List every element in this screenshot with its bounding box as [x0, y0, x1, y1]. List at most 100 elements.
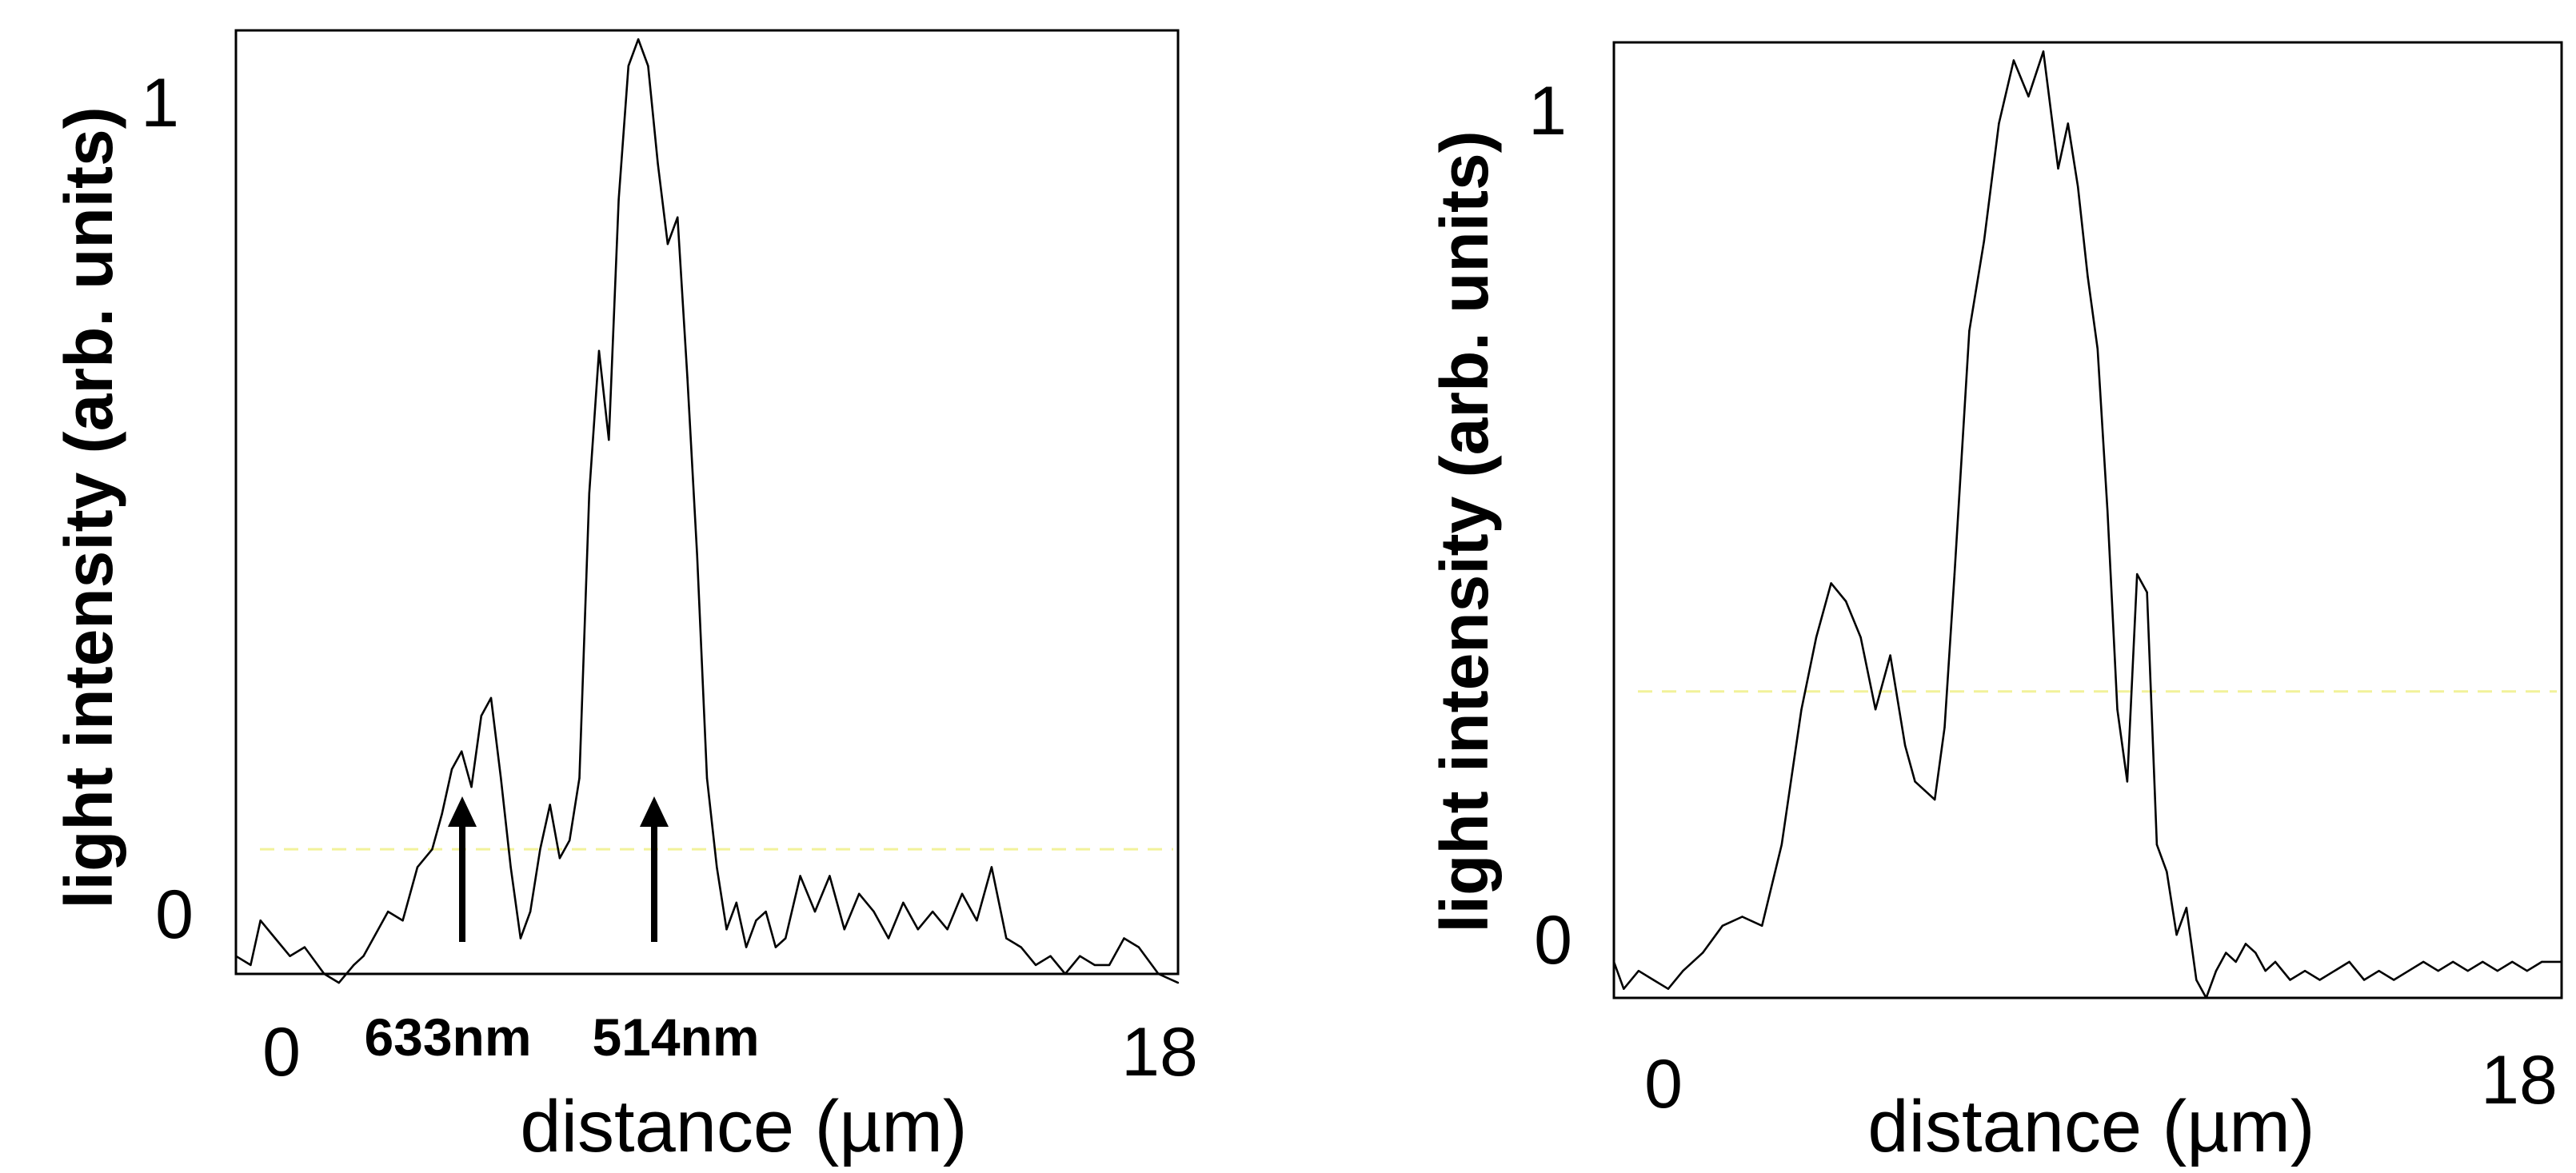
data-point [2274, 960, 2277, 964]
data-point [2205, 996, 2207, 999]
data-point [353, 964, 355, 967]
data-point [1983, 239, 1986, 242]
data-point [932, 910, 934, 913]
data-point [1034, 964, 1037, 967]
data-point [1623, 987, 1625, 990]
data-point [2175, 933, 2178, 936]
data-point [401, 920, 404, 922]
left-panel: 1 0 0 18 distance (µm) light intensity (… [51, 29, 1198, 1167]
right-data-points [1612, 50, 2563, 999]
data-point [539, 848, 541, 851]
data-point [2012, 59, 2015, 62]
data-point [735, 901, 737, 904]
right-intensity-trace [1612, 50, 2562, 999]
data-point [2541, 960, 2543, 964]
data-point [946, 928, 949, 931]
data-point [1923, 789, 1926, 792]
right-x-tick-18: 18 [2481, 1042, 2558, 1119]
data-point [1652, 979, 1655, 981]
data-point [2107, 510, 2109, 513]
data-point [2215, 970, 2218, 972]
data-point [774, 946, 777, 948]
data-point [829, 875, 831, 877]
data-point [1049, 955, 1052, 957]
right-y-tick-1: 1 [1528, 73, 1567, 150]
data-point [1998, 122, 2000, 125]
data-point [1934, 798, 1936, 801]
data-point [2116, 708, 2119, 711]
left-y-axis-label: light intensity (arb. units) [51, 106, 126, 908]
data-point [2235, 960, 2237, 964]
data-point [461, 750, 463, 752]
data-point [2042, 50, 2045, 53]
left-y-tick-1: 1 [141, 65, 179, 142]
data-point [2362, 979, 2366, 981]
data-point [416, 866, 419, 868]
right-x-tick-0: 0 [1644, 1046, 1683, 1123]
data-point [2378, 970, 2380, 972]
data-point [976, 920, 978, 922]
data-point [990, 866, 993, 868]
annotation-633nm: 633nm [364, 1007, 531, 1067]
left-y-tick-0: 0 [155, 876, 194, 953]
data-point [657, 162, 659, 166]
data-point [902, 901, 905, 904]
data-point [289, 955, 291, 957]
data-point [1637, 970, 1640, 972]
data-point [917, 928, 920, 931]
data-point [372, 937, 374, 940]
data-point [1667, 987, 1670, 990]
data-point [2146, 591, 2148, 593]
data-point [1157, 972, 1160, 976]
right-y-axis-label: light intensity (arb. units) [1427, 130, 1502, 932]
data-point [2437, 970, 2439, 972]
data-point [1020, 946, 1022, 948]
data-point [489, 696, 493, 700]
data-point [617, 198, 620, 201]
data-point [500, 776, 502, 780]
data-point [588, 492, 590, 495]
data-point [765, 910, 767, 913]
right-x-axis-label: distance (µm) [1867, 1086, 2314, 1167]
data-point [2057, 167, 2059, 170]
data-point [705, 776, 709, 780]
data-point [569, 839, 571, 842]
left-data-points [234, 38, 1180, 984]
data-point [2482, 960, 2484, 964]
data-point [2393, 979, 2395, 981]
data-point [637, 38, 640, 41]
data-point [2126, 780, 2129, 783]
data-point [858, 892, 861, 896]
data-point [274, 937, 277, 940]
data-point [785, 937, 787, 940]
left-x-tick-18: 18 [1121, 1014, 1198, 1091]
data-point [578, 776, 581, 780]
data-point [2422, 960, 2425, 964]
data-point [745, 946, 748, 948]
data-point [1889, 654, 1891, 656]
data-point [1943, 726, 1946, 728]
data-point [1859, 636, 1862, 639]
data-point [2511, 960, 2514, 964]
data-point [2526, 970, 2528, 972]
data-point [2466, 970, 2469, 972]
data-point [755, 920, 757, 922]
right-panel: 1 0 0 18 distance (µm) light intensity (… [1427, 41, 2563, 1167]
annotation-514nm: 514nm [592, 1007, 759, 1067]
data-point [2407, 970, 2410, 972]
data-point [303, 946, 306, 948]
data-point [647, 65, 649, 67]
data-point [509, 866, 512, 868]
data-point [323, 972, 325, 976]
data-point [1108, 964, 1111, 967]
data-point [2027, 95, 2030, 98]
data-point [2185, 907, 2188, 909]
data-point [450, 768, 453, 771]
data-point [2333, 970, 2336, 972]
data-point [519, 937, 522, 940]
data-point [597, 349, 601, 352]
data-point [961, 892, 964, 896]
data-point [441, 812, 443, 815]
data-point [1176, 981, 1180, 984]
data-point [1123, 937, 1125, 940]
